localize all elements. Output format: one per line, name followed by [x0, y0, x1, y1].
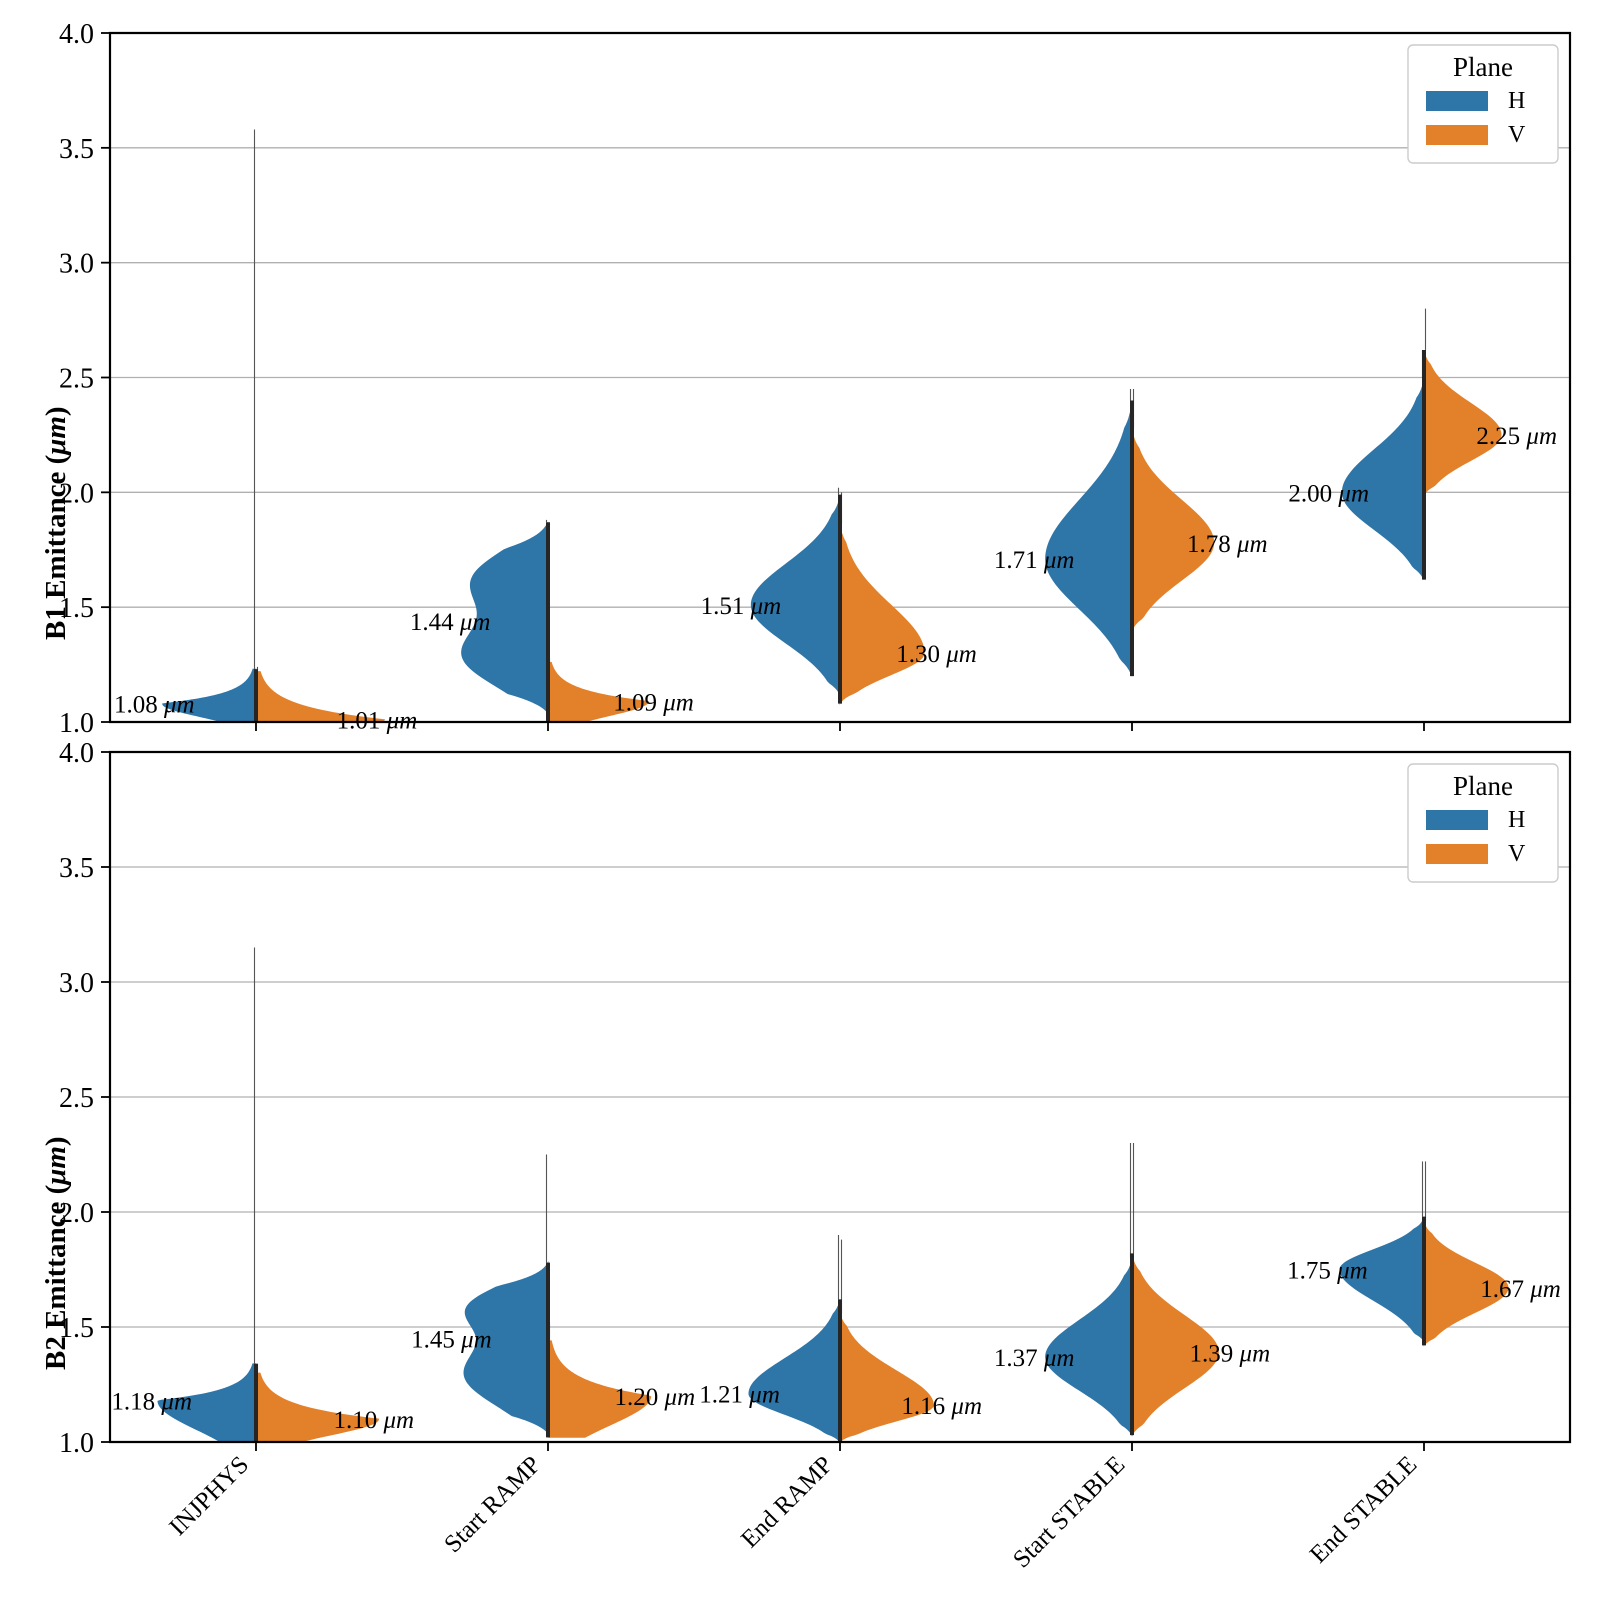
- y-tick-label: 2.0: [59, 1198, 94, 1229]
- legend-swatch-h[interactable]: [1426, 91, 1488, 111]
- violin-value-label: 1.09 μm: [613, 689, 694, 716]
- violin-value-label: 1.10 μm: [333, 1407, 414, 1434]
- violin-half-v: [1131, 1253, 1219, 1437]
- y-axis-label-b1-unit: μm: [40, 416, 72, 455]
- violin-value-label: 1.30 μm: [896, 641, 977, 668]
- violin-value-label: 2.00 μm: [1288, 480, 1369, 507]
- violin-half-h: [461, 522, 549, 714]
- violin-value-label: 2.25 μm: [1476, 423, 1557, 450]
- violin-half-h: [1045, 1257, 1133, 1437]
- violin-value-label: 1.44 μm: [410, 609, 491, 636]
- violin-half-h: [162, 668, 257, 723]
- legend: Plane HV: [1407, 763, 1559, 883]
- violin-value-label: 1.18 μm: [111, 1389, 192, 1416]
- violin-half-h: [748, 1299, 841, 1444]
- legend-swatch-h[interactable]: [1426, 810, 1488, 830]
- legend-title: Plane: [1453, 52, 1513, 82]
- plot-area-b2: 1.18 μm 1.10 μm 1.45 μm 1.20 μm 1.21 μm 1.16 …: [59, 738, 1572, 1573]
- violin-half-v: [839, 1313, 934, 1443]
- violin-group: [162, 129, 1502, 723]
- violin-half-v: [547, 661, 649, 723]
- y-axis-label-b2-unit: μm: [40, 1146, 72, 1185]
- y-axis-ticks: 4.0 3.5 3.0 2.5 2.0 1.5 1.0: [59, 738, 110, 1459]
- legend-label-v: V: [1508, 841, 1526, 867]
- gridlines: [110, 751, 1570, 1328]
- y-tick-label: 2.0: [59, 478, 94, 509]
- plot-area-b1: 1.08 μm1.01 μm1.44 μm1.09 μm1.51 μm1.30 …: [59, 19, 1572, 739]
- y-tick-label: 4.0: [59, 738, 94, 769]
- x-axis-ticks: [255, 722, 1425, 731]
- violin-half-h: [463, 1261, 549, 1434]
- violin-value-label: 1.08 μm: [114, 692, 195, 719]
- y-axis-ticks: 4.0 3.5 3.0 2.5 2.0 1.5 1.0: [59, 19, 110, 739]
- violin-value-label: 1.37 μm: [994, 1345, 1075, 1372]
- violin-half-h: [1339, 1216, 1425, 1342]
- violin-value-label: 1.71 μm: [994, 547, 1075, 574]
- violin-value-label: 1.21 μm: [699, 1382, 780, 1409]
- legend-label-v: V: [1508, 122, 1526, 148]
- legend: Plane HV: [1407, 44, 1559, 164]
- y-tick-label: 1.0: [59, 1428, 94, 1459]
- violin-half-v: [547, 1340, 652, 1438]
- x-tick-label: End STABLE: [1305, 1451, 1422, 1568]
- violin-half-h: [157, 1363, 257, 1443]
- violin-half-v: [1423, 349, 1502, 496]
- violin-value-label: 1.16 μm: [901, 1393, 982, 1420]
- violin-group: [157, 947, 1509, 1444]
- legend-swatch-v[interactable]: [1426, 844, 1488, 864]
- legend-swatch-v[interactable]: [1426, 125, 1488, 145]
- violin-value-label: 1.78 μm: [1187, 531, 1268, 558]
- y-tick-label: 4.0: [59, 19, 94, 50]
- panel-b2: B2 Emittance (μm) 1.18 μm 1.10 μm 1.45 μm 1…: [0, 730, 1600, 1600]
- x-tick-label: INJPHYS: [164, 1451, 254, 1541]
- violin-value-label: 1.75 μm: [1287, 1258, 1368, 1285]
- x-tick-label: Start RAMP: [439, 1451, 546, 1558]
- y-axis-label-b2: B2 Emittance (μm): [40, 1136, 73, 1370]
- y-tick-label: 2.5: [59, 1083, 94, 1114]
- violin-half-v: [1423, 1221, 1509, 1347]
- y-axis-label-b2-suffix: ): [40, 1136, 72, 1147]
- y-tick-label: 1.0: [59, 708, 94, 739]
- violin-half-v: [255, 671, 386, 723]
- violin-half-v: [255, 1372, 380, 1443]
- legend-title: Plane: [1453, 771, 1513, 801]
- violin-half-h: [1045, 400, 1133, 677]
- violin-half-v: [1131, 427, 1215, 631]
- violin-value-label: 1.45 μm: [411, 1327, 492, 1354]
- x-tick-label: End RAMP: [736, 1451, 838, 1553]
- y-tick-label: 2.5: [59, 364, 94, 395]
- y-axis-label-b1: B1 Emittance (μm): [40, 406, 73, 640]
- annotation-group: 1.18 μm 1.10 μm 1.45 μm 1.20 μm 1.21 μm 1.16 …: [111, 1258, 1560, 1435]
- y-axis-label-b2-text: B2 Emittance (: [40, 1184, 72, 1370]
- y-tick-label: 3.0: [59, 249, 94, 280]
- y-axis-label-b1-text: B1 Emittance (: [40, 454, 72, 640]
- y-tick-label: 3.0: [59, 968, 94, 999]
- x-tick-label: Start STABLE: [1008, 1451, 1130, 1573]
- y-axis-label-b1-suffix: ): [40, 406, 72, 417]
- violin-value-label: 1.20 μm: [615, 1384, 696, 1411]
- violin-half-v: [839, 524, 925, 706]
- violin-value-label: 1.39 μm: [1190, 1340, 1271, 1367]
- y-tick-label: 1.5: [59, 1313, 94, 1344]
- violin-value-label: 1.51 μm: [701, 593, 782, 620]
- panel-b1: B1 Emittance (μm) 1.08 μm 1.01 μm 1.44 μm 1…: [0, 0, 1600, 760]
- y-tick-label: 3.5: [59, 853, 94, 884]
- y-tick-label: 1.5: [59, 593, 94, 624]
- legend-label-h: H: [1508, 807, 1525, 833]
- x-axis-ticks: INJPHYS Start RAMP End RAMP Start STABLE End…: [164, 1442, 1425, 1573]
- violin-half-h: [1341, 377, 1425, 580]
- violin-value-label: 1.67 μm: [1480, 1276, 1561, 1303]
- y-tick-label: 3.5: [59, 134, 94, 165]
- violin-half-h: [750, 494, 841, 696]
- legend-label-h: H: [1508, 88, 1525, 114]
